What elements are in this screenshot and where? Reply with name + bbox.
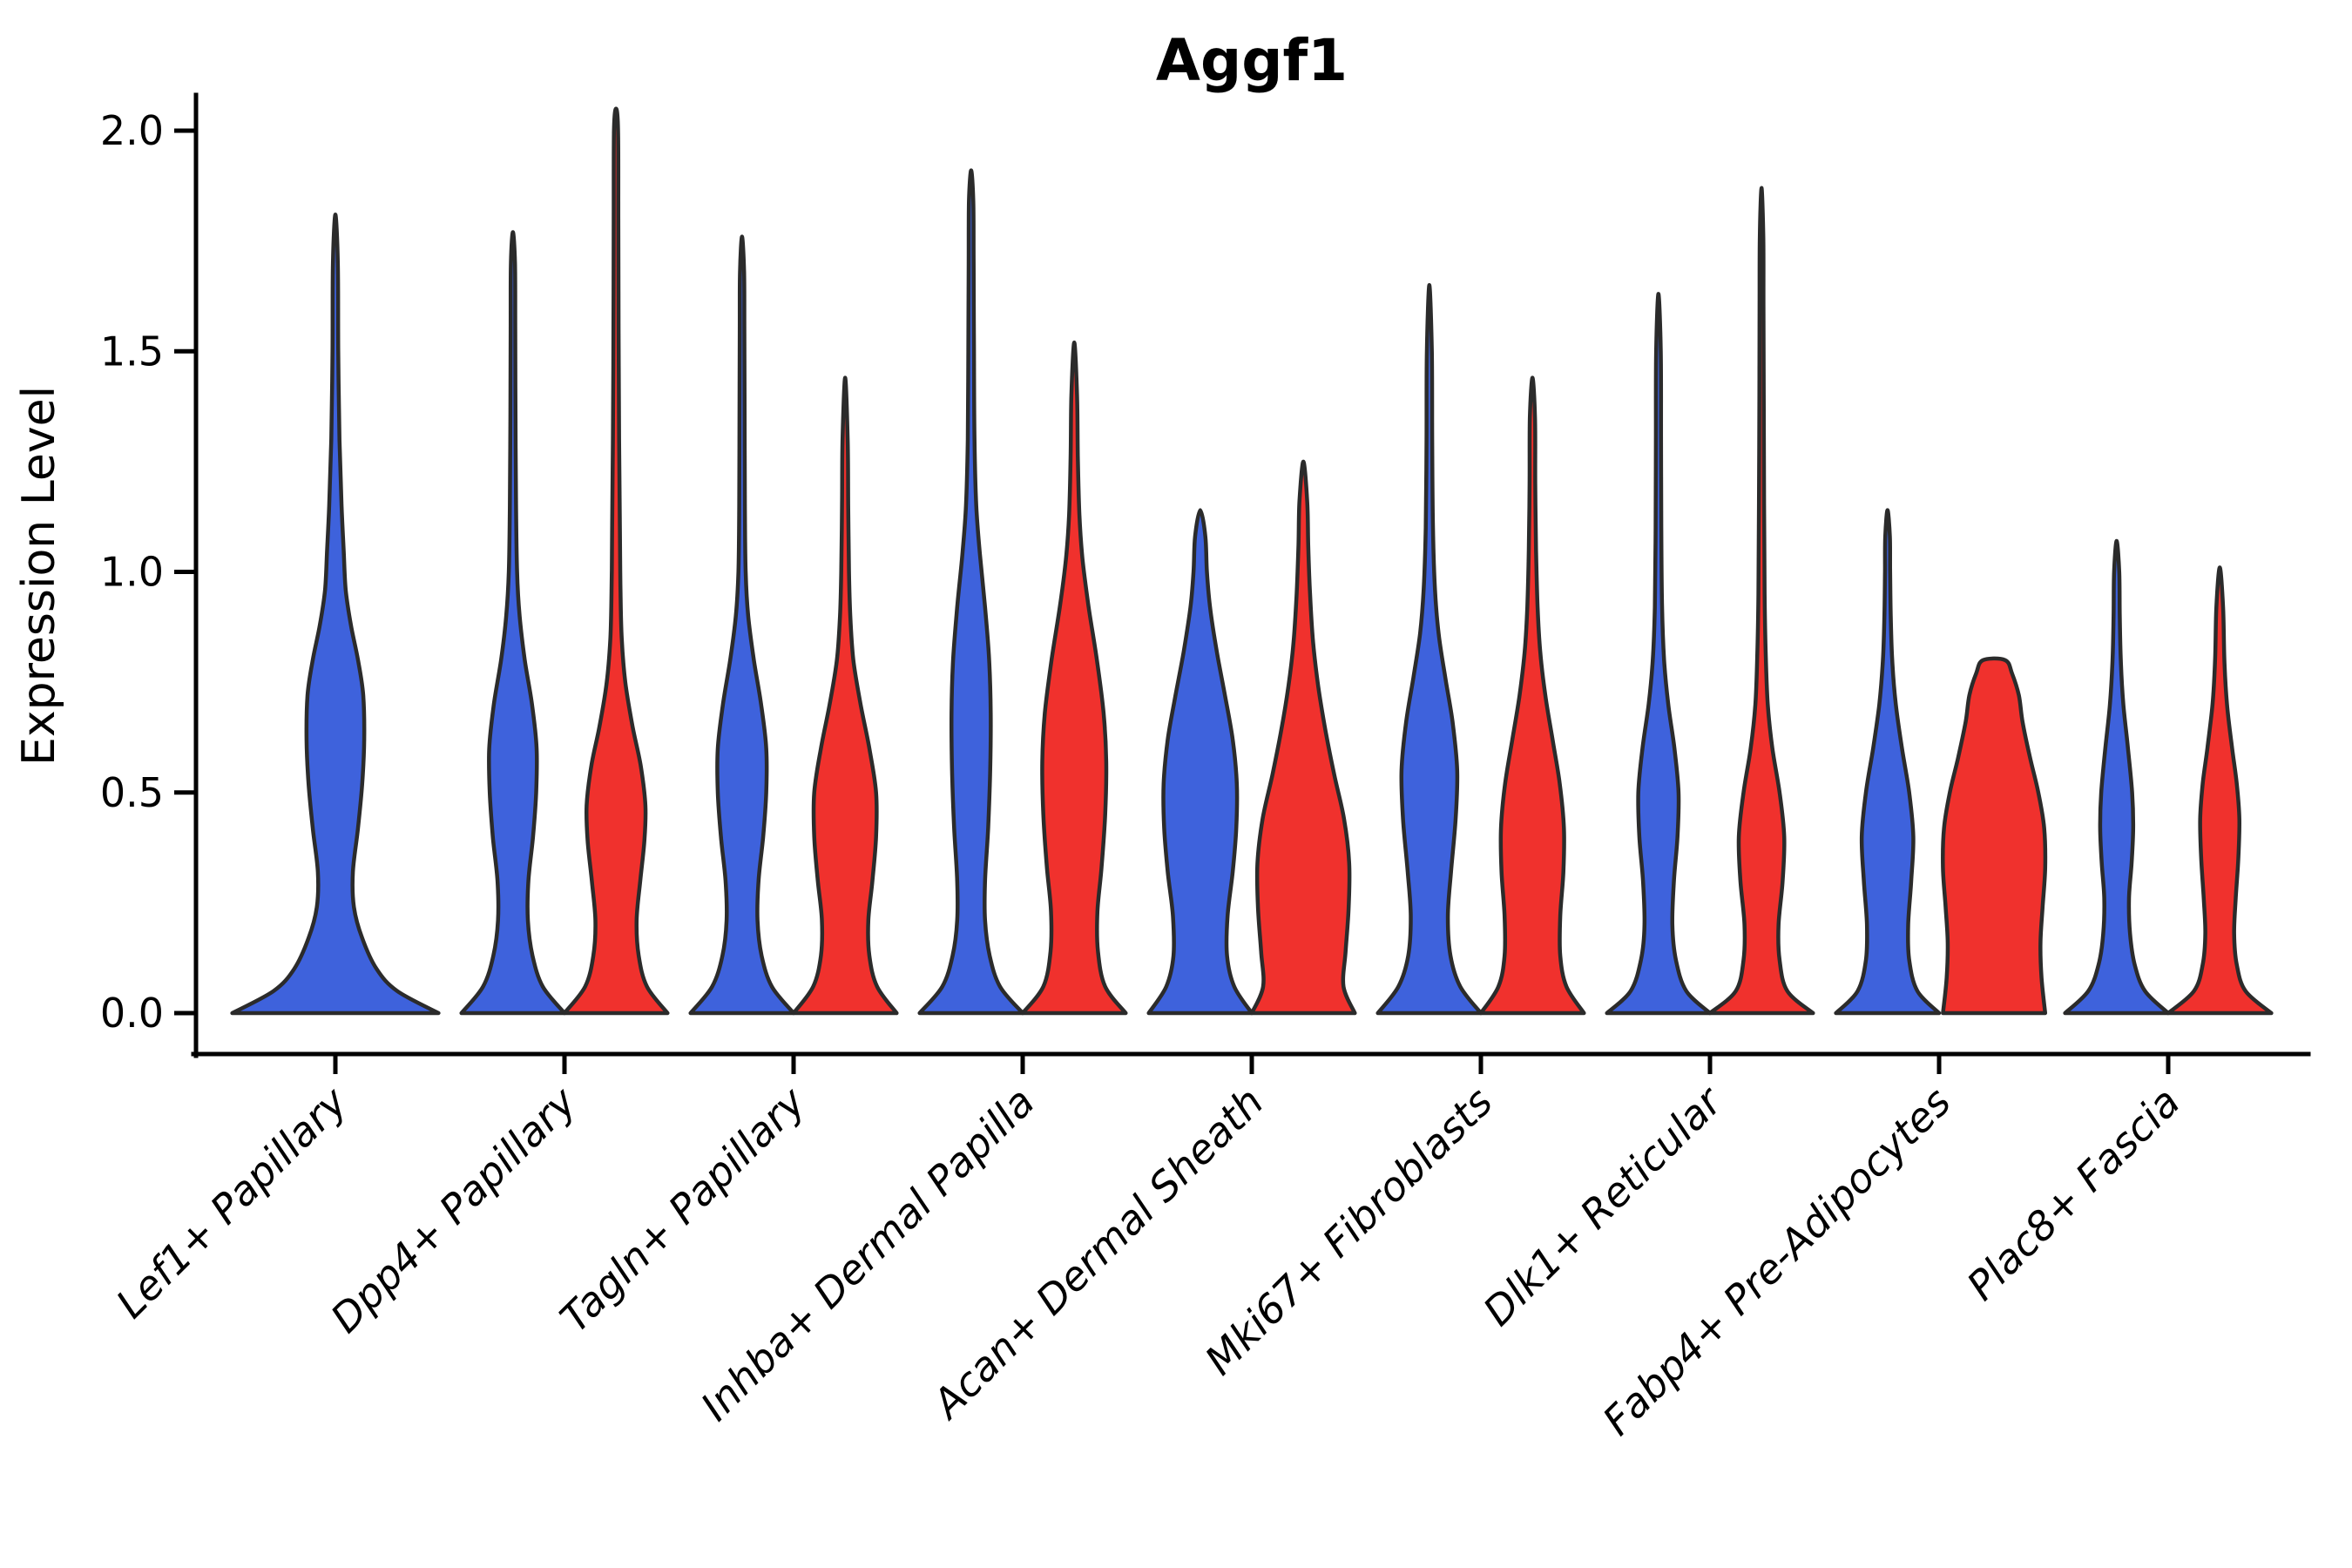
- violins-layer: [230, 106, 2274, 1016]
- y-ticks-layer: 0.0 0.5 1.0 1.5 2.0: [100, 107, 196, 1037]
- y-tick-label-1.0: 1.0: [100, 549, 164, 596]
- violin-plac8-fascia-blue: [2063, 538, 2171, 1016]
- y-axis-label: Expression Level: [13, 386, 65, 766]
- violin-tagln-papillary-red: [791, 375, 899, 1016]
- violin-dlk1-reticular-blue: [1605, 292, 1713, 1016]
- violin-dlk1-reticular-red: [1707, 186, 1815, 1016]
- violin-fabp4-pre-adipocytes-blue: [1834, 508, 1942, 1016]
- violin-lef1-papillary-blue: [230, 212, 441, 1016]
- x-axis-category-label-tagln-papillary: Tagln+ Papillary: [551, 1078, 814, 1342]
- x-axis-category-label-dpp4-papillary: Dpp4+ Papillary: [321, 1078, 585, 1342]
- y-tick-label-2.0: 2.0: [100, 107, 164, 154]
- violin-tagln-papillary-blue: [688, 234, 796, 1016]
- violin-plac8-fascia-red: [2166, 565, 2274, 1016]
- violin-acan-dermal-sheath-blue: [1146, 508, 1254, 1016]
- violin-mki67-fibroblasts-blue: [1375, 283, 1484, 1016]
- y-tick-label-0.0: 0.0: [100, 990, 164, 1037]
- violin-dpp4-papillary-blue: [459, 230, 567, 1016]
- y-tick-label-0.5: 0.5: [100, 769, 164, 816]
- violin-dpp4-papillary-red: [562, 106, 670, 1016]
- x-axis-category-label-plac8-fascia: Plac8+ Fascia: [1957, 1078, 2188, 1309]
- violin-acan-dermal-sheath-red: [1249, 459, 1357, 1016]
- violin-inhba-dermal-papilla-red: [1020, 340, 1128, 1016]
- violin-fabp4-pre-adipocytes-red: [1941, 656, 2048, 1016]
- x-axis-category-label-lef1-papillary: Lef1+ Papillary: [107, 1078, 356, 1327]
- x-axis-category-label-dlk1-reticular: Dlk1+ Reticular: [1474, 1076, 1733, 1335]
- chart-title: Aggf1: [1156, 27, 1348, 94]
- violin-inhba-dermal-papilla-blue: [917, 168, 1025, 1016]
- y-tick-label-1.5: 1.5: [100, 328, 164, 375]
- violin-mki67-fibroblasts-red: [1478, 375, 1586, 1016]
